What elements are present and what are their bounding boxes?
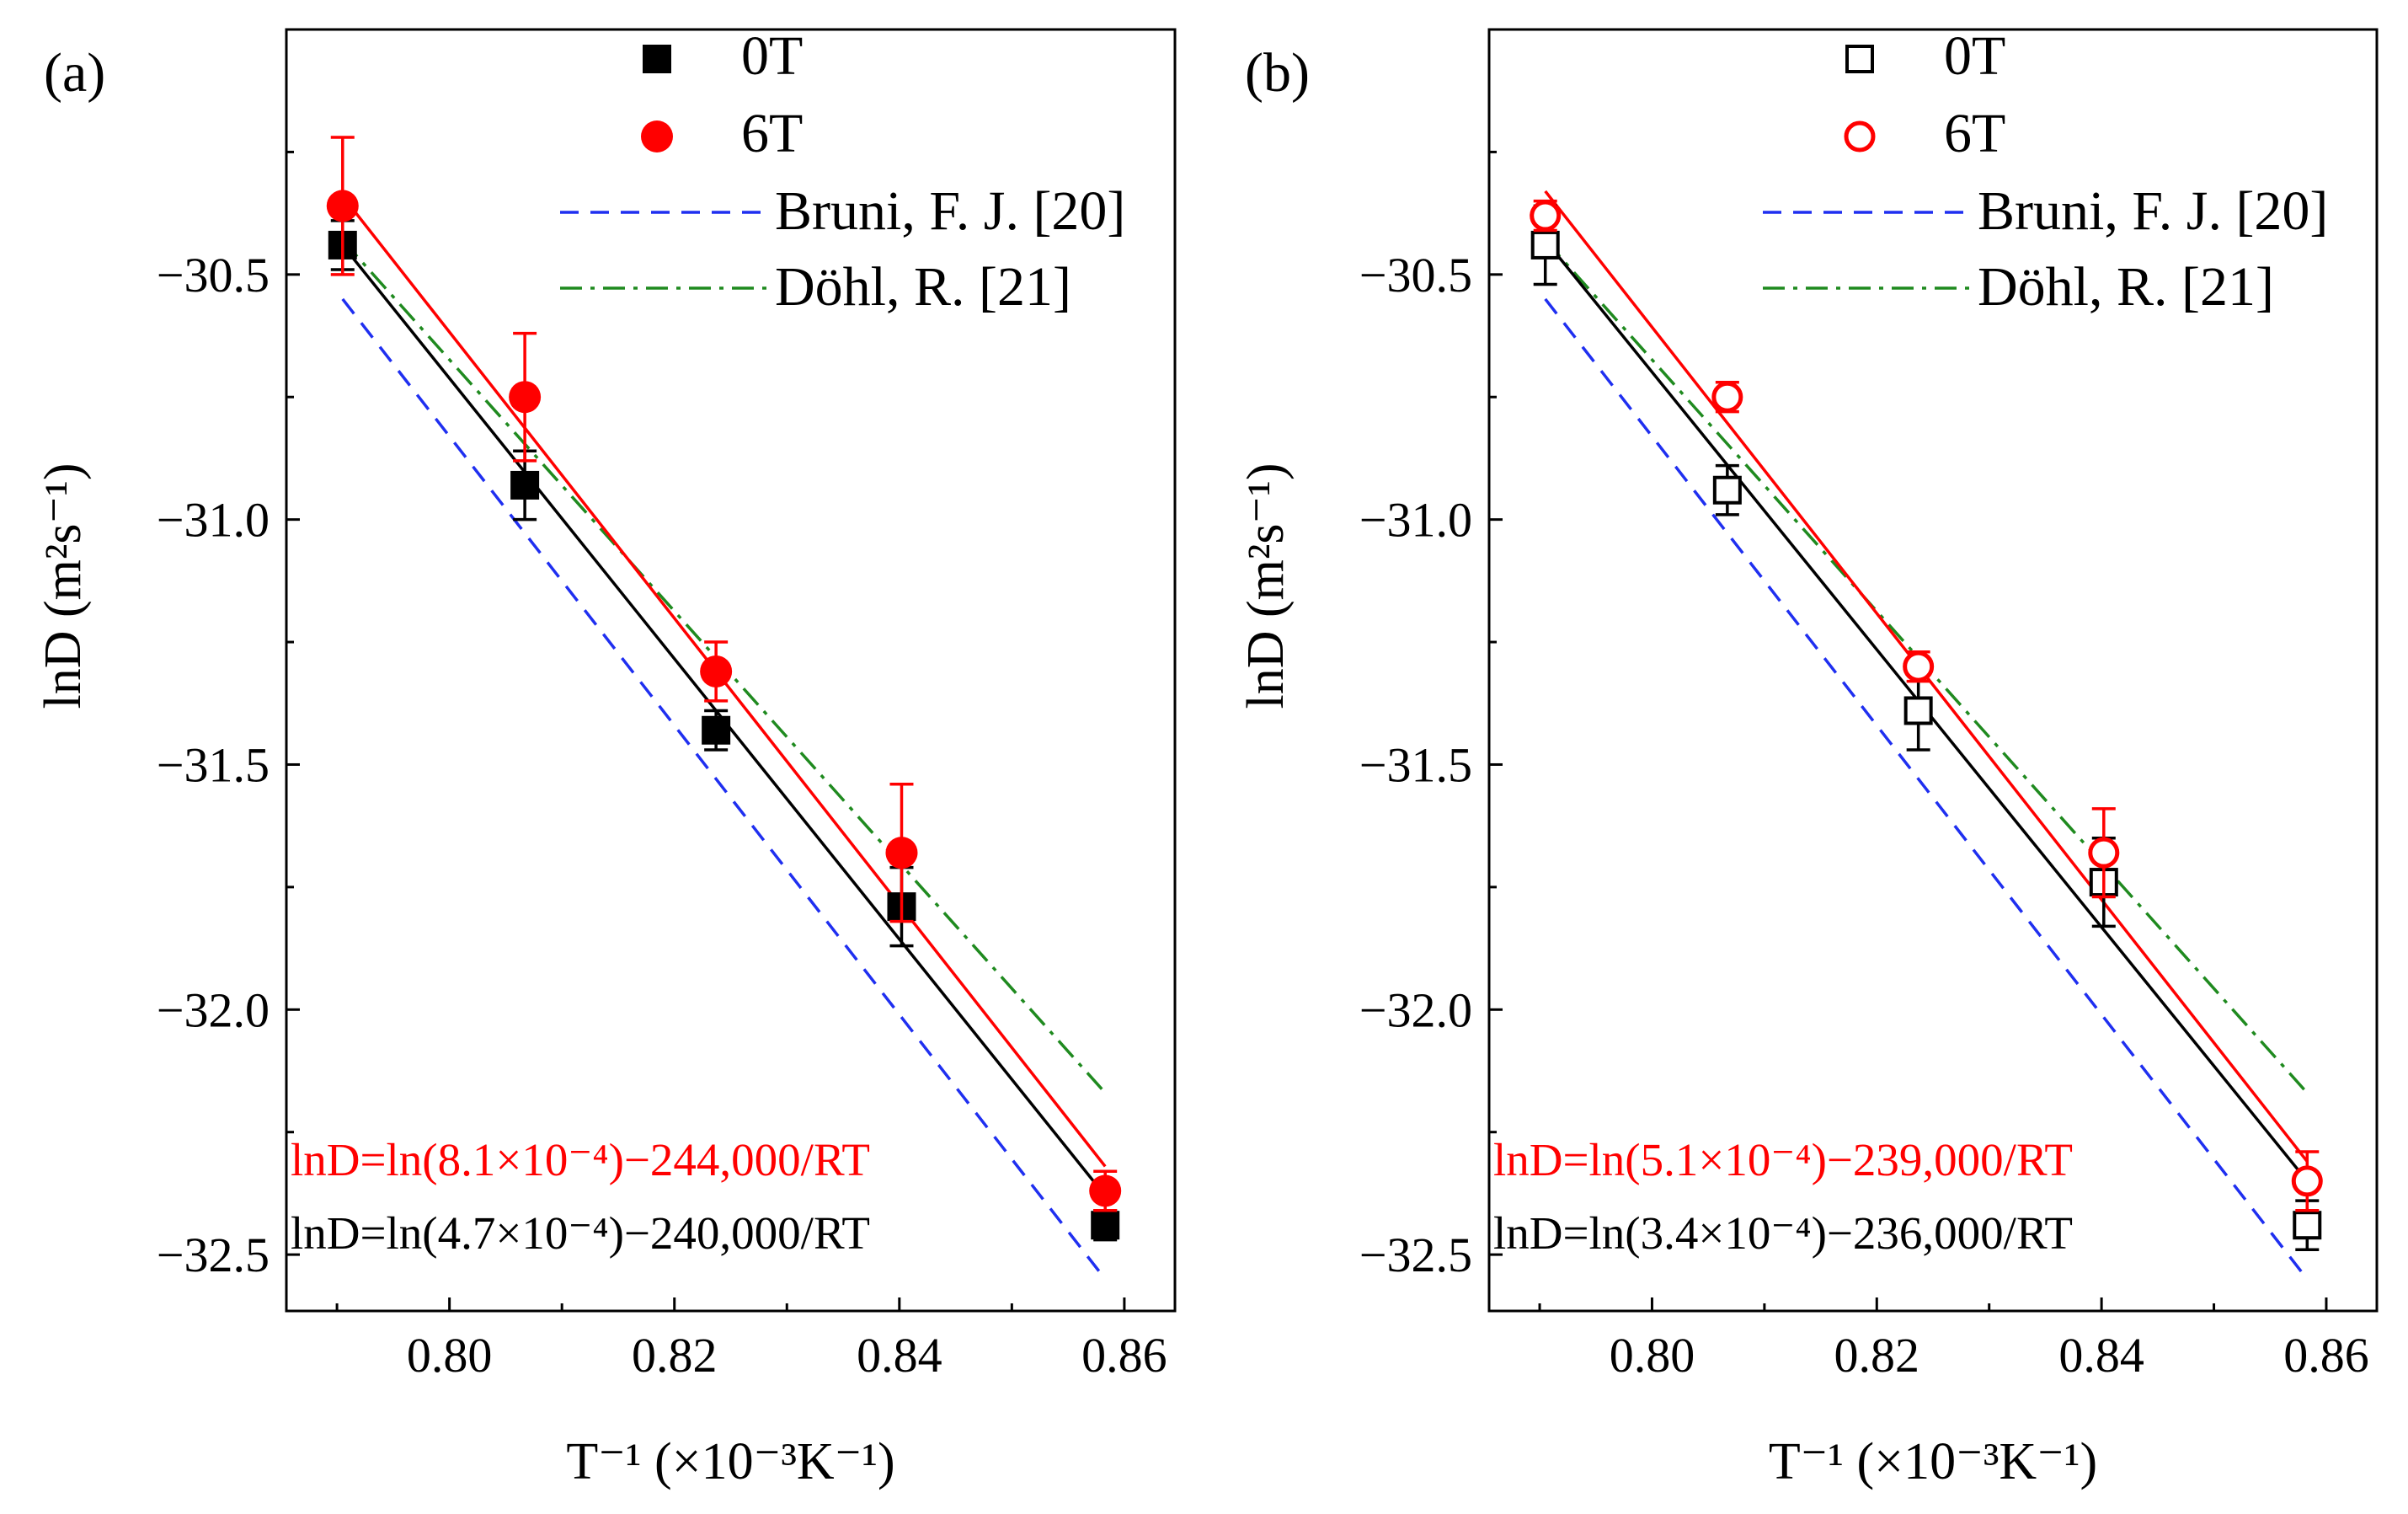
data-point-square [1845,45,1874,73]
chart-panel-b: 0.80 0.82 0.84 0.86 −30.5 −31.0 −31.5 −32.0 −32.… [1237,25,2379,1490]
x-tick-label: 0.82 [632,1328,718,1383]
data-point-square [643,45,671,73]
x-tick-label: 0.86 [1081,1328,1167,1383]
data-point-circle [700,655,733,687]
equation-label: lnD=ln(4.7×10⁻⁴)−240,000/RT [291,1207,870,1259]
plot-frame [1487,28,2379,1313]
legend-label: 0T [741,25,803,87]
y-axis-title: lnD (m²s⁻¹) [35,463,92,709]
data-point-circle [2088,837,2120,869]
y-tick-label: −31.0 [157,493,270,548]
y-tick-label: −32.5 [1359,1228,1472,1282]
y-tick-label: −31.5 [1359,737,1472,792]
y-tick-label: −32.0 [157,982,270,1037]
x-tick-label: 0.84 [857,1328,942,1383]
panel-label: (b) [1245,42,1310,104]
y-tick-label: −32.5 [157,1228,270,1282]
data-point-square [1712,475,1742,505]
data-point-circle [1903,650,1935,682]
x-tick-label: 0.84 [2058,1328,2144,1383]
plot-frame [285,28,1177,1313]
series-line [341,297,1107,1281]
data-point-circle [326,190,359,222]
chart-panel-a: 0.80 0.82 0.84 0.86 −30.5 −31.0 −31.5 −32.0 −32.… [35,25,1177,1490]
equation-label: lnD=ln(5.1×10⁻⁴)−239,000/RT [1493,1134,2073,1185]
y-tick-label: −31.5 [157,737,270,792]
series-line [1544,297,2309,1281]
x-tick-label: 0.80 [407,1328,493,1383]
data-point-square [2293,1211,2322,1240]
data-point-square [1903,696,1933,725]
legend-label: 6T [1944,103,2005,164]
legend-label: Bruni, F. J. [20] [1978,180,2328,242]
legend-label: Döhl, R. [21] [1978,256,2274,318]
y-tick-label: −31.0 [1359,493,1472,548]
equation-label: lnD=ln(8.1×10⁻⁴)−244,000/RT [291,1134,870,1185]
x-axis-title: T⁻¹ (×10⁻³K⁻¹) [566,1433,894,1490]
x-tick-label: 0.80 [1610,1328,1695,1383]
data-point-circle [641,120,673,152]
x-tick-label: 0.82 [1834,1328,1920,1383]
legend-label: 0T [1944,25,2005,87]
data-point-square [702,715,731,745]
legend-label: 6T [741,103,803,164]
data-point-circle [885,837,918,869]
data-point-square [510,470,540,500]
data-point-square [1530,230,1560,259]
y-axis-title: lnD (m²s⁻¹) [1237,463,1295,709]
data-point-square [1091,1211,1120,1240]
y-tick-label: −32.0 [1359,982,1472,1037]
data-point-circle [1089,1174,1122,1207]
equation-label: lnD=ln(3.4×10⁻⁴)−236,000/RT [1493,1207,2073,1259]
data-point-circle [1530,200,1562,232]
legend-label: Döhl, R. [21] [775,256,1071,318]
data-point-circle [2291,1165,2323,1197]
data-point-circle [509,381,542,414]
y-tick-label: −30.5 [1359,248,1472,302]
x-axis-title: T⁻¹ (×10⁻³K⁻¹) [1769,1433,2097,1490]
panel-label: (a) [44,42,105,104]
data-point-circle [1711,381,1743,413]
x-tick-label: 0.86 [2283,1328,2369,1383]
legend-label: Bruni, F. J. [20] [775,180,1125,242]
data-point-circle [1844,120,1876,152]
y-tick-label: −30.5 [157,248,270,302]
